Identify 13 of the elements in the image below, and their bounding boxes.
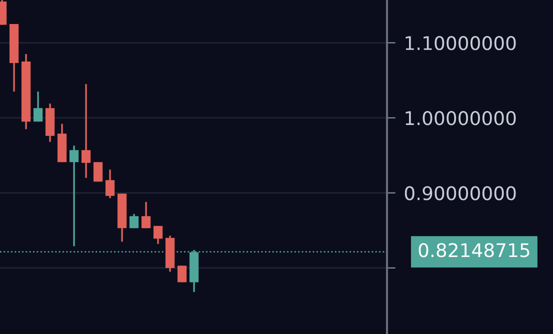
candlestick <box>33 90 43 122</box>
candlestick <box>105 168 115 199</box>
y-tick-label: 0.90000000 <box>404 186 516 200</box>
candlestick <box>141 201 151 230</box>
y-tick-label: 1.10000000 <box>406 36 516 50</box>
ref-line-label: 0.82148715 <box>418 243 530 258</box>
candlestick <box>81 83 91 179</box>
candlestick <box>177 264 187 284</box>
candlestick <box>69 144 79 248</box>
y-tick-label: 1.00000000 <box>406 111 516 126</box>
candlestick <box>153 225 163 245</box>
candlestick <box>93 161 103 182</box>
candlestick <box>129 213 139 230</box>
